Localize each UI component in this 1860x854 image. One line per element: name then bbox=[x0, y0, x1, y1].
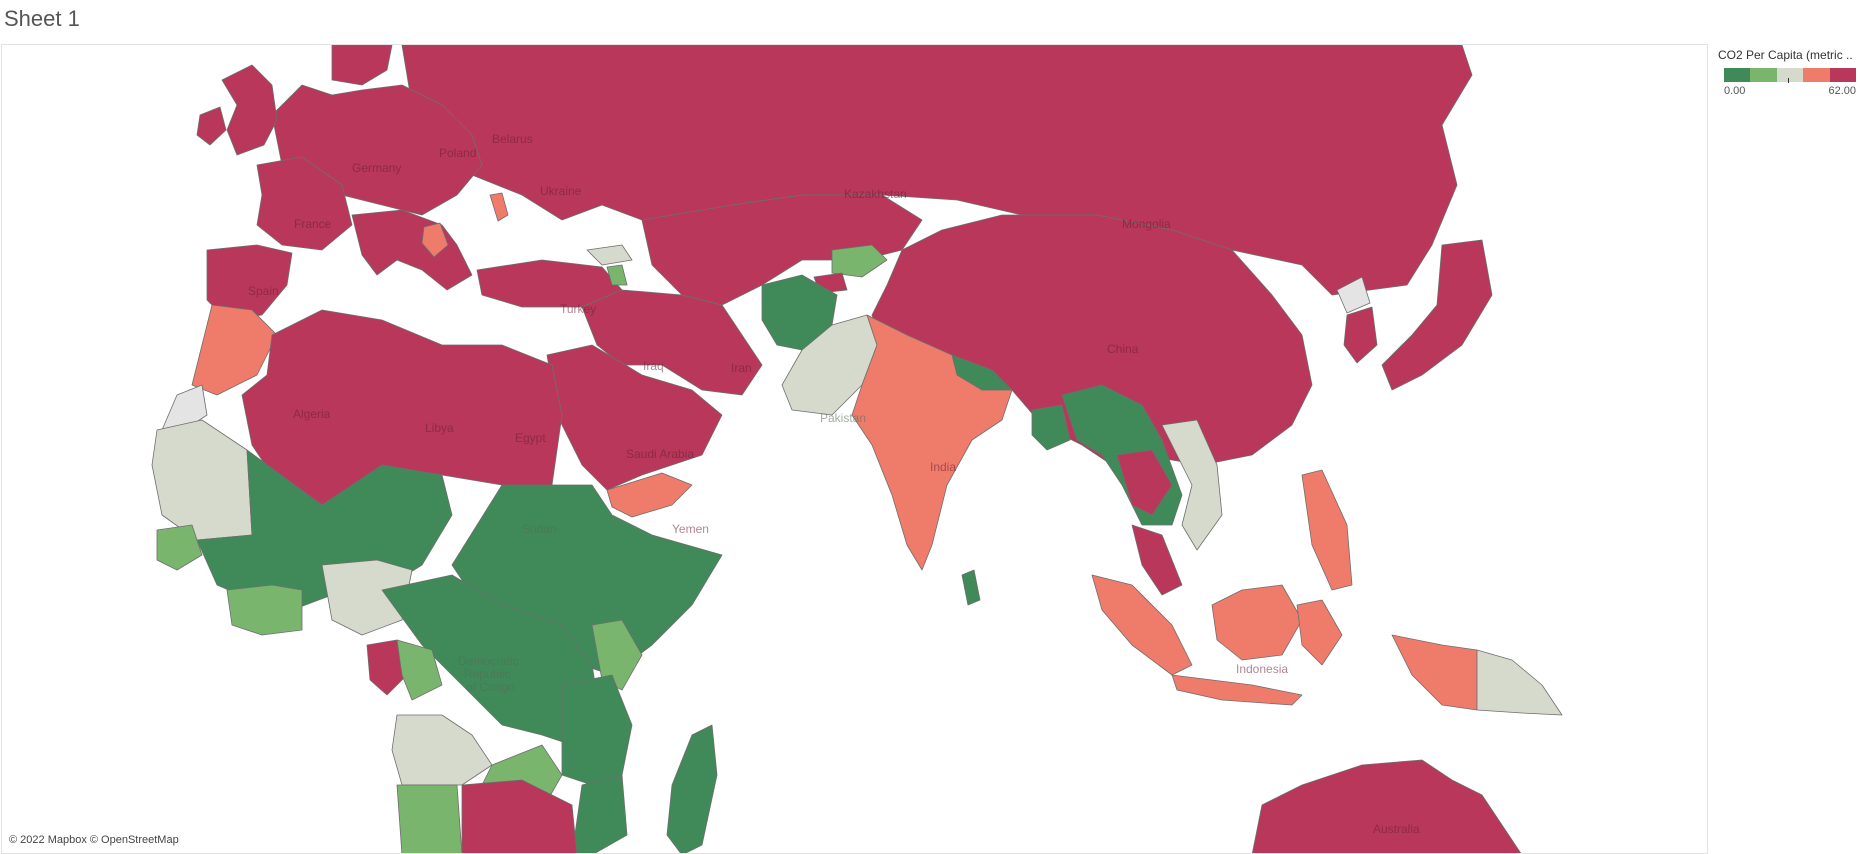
label-indonesia: Indonesia bbox=[1236, 662, 1288, 676]
label-turkey: Turkey bbox=[560, 302, 596, 316]
region-yemen[interactable] bbox=[606, 472, 693, 518]
region-papua[interactable] bbox=[1391, 634, 1478, 711]
label-sudan: Sudan bbox=[522, 522, 557, 536]
region-tanzania[interactable] bbox=[561, 674, 633, 786]
label-france: France bbox=[294, 217, 332, 231]
legend-swatch-1 bbox=[1724, 68, 1751, 82]
legend-swatch-5 bbox=[1829, 68, 1857, 82]
region-gabon[interactable] bbox=[366, 639, 408, 696]
label-germany: Germany bbox=[352, 161, 401, 175]
region-italy-balkans[interactable] bbox=[351, 209, 473, 291]
region-serbia[interactable] bbox=[421, 222, 449, 258]
label-belarus: Belarus bbox=[492, 132, 533, 146]
label-australia: Australia bbox=[1373, 822, 1420, 836]
legend-midpoint-tick bbox=[1788, 78, 1789, 83]
region-angola[interactable] bbox=[391, 714, 493, 786]
label-china: China bbox=[1107, 342, 1139, 356]
label-ukraine: Ukraine bbox=[540, 184, 582, 198]
label-kazakhstan: Kazakhstan bbox=[844, 187, 907, 201]
region-vietnam[interactable] bbox=[1161, 419, 1223, 551]
region-java[interactable] bbox=[1171, 674, 1303, 706]
label-drc-line3: of Congo bbox=[466, 680, 515, 694]
legend-swatch-3 bbox=[1776, 68, 1804, 82]
region-mozambique[interactable] bbox=[571, 774, 628, 854]
region-moldova[interactable] bbox=[489, 192, 509, 222]
region-nepal[interactable] bbox=[951, 354, 1013, 391]
label-iran: Iran bbox=[731, 361, 752, 375]
region-scandinavia[interactable] bbox=[331, 45, 393, 86]
region-korea[interactable] bbox=[1343, 306, 1378, 364]
region-borneo[interactable] bbox=[1211, 584, 1303, 661]
region-georgia[interactable] bbox=[586, 244, 633, 266]
legend-min-label: 0.00 bbox=[1724, 85, 1746, 97]
region-armenia[interactable] bbox=[606, 264, 628, 286]
label-spain: Spain bbox=[248, 284, 279, 298]
label-iraq: Iraq bbox=[643, 359, 664, 373]
sheet-title: Sheet 1 bbox=[4, 6, 80, 31]
region-north-korea[interactable] bbox=[1336, 276, 1371, 314]
region-ireland[interactable] bbox=[196, 106, 227, 146]
label-poland: Poland bbox=[439, 146, 476, 160]
region-png[interactable] bbox=[1476, 649, 1563, 716]
region-mauritania[interactable] bbox=[151, 419, 253, 541]
region-thailand[interactable] bbox=[1116, 449, 1173, 516]
legend-title: CO2 Per Capita (metric .. bbox=[1718, 48, 1853, 62]
region-sulawesi[interactable] bbox=[1296, 599, 1343, 666]
region-congo[interactable] bbox=[396, 639, 443, 701]
region-namibia[interactable] bbox=[396, 784, 463, 854]
region-south-africa-north[interactable] bbox=[461, 779, 578, 854]
region-iberia[interactable] bbox=[206, 244, 293, 321]
region-ghana-ivory[interactable] bbox=[226, 584, 303, 636]
label-pakistan: Pakistan bbox=[820, 411, 866, 425]
map-attribution[interactable]: © 2022 Mapbox © OpenStreetMap bbox=[9, 834, 179, 846]
region-kenya[interactable] bbox=[591, 619, 643, 691]
region-malaysia[interactable] bbox=[1131, 524, 1183, 596]
legend-max-label: 62.00 bbox=[1828, 85, 1856, 97]
color-legend[interactable]: CO2 Per Capita (metric .. 0.00 62.00 bbox=[1718, 48, 1858, 97]
label-egypt: Egypt bbox=[515, 431, 546, 445]
map-canvas[interactable]: Belarus Poland Germany Ukraine France Sp… bbox=[2, 45, 1708, 854]
legend-swatch-2 bbox=[1750, 68, 1777, 82]
legend-swatch-4 bbox=[1803, 68, 1830, 82]
region-australia[interactable] bbox=[1251, 759, 1522, 854]
label-drc-line2: Republic bbox=[464, 667, 511, 681]
region-france[interactable] bbox=[256, 156, 353, 251]
label-mongolia: Mongolia bbox=[1122, 217, 1171, 231]
region-kyrgyzstan[interactable] bbox=[831, 244, 888, 278]
region-uk[interactable] bbox=[221, 64, 278, 156]
region-morocco[interactable] bbox=[191, 304, 278, 396]
region-philippines[interactable] bbox=[1301, 469, 1353, 591]
label-drc-line1: Democratic bbox=[458, 654, 519, 668]
region-bangladesh[interactable] bbox=[1031, 404, 1071, 451]
region-sumatra[interactable] bbox=[1091, 574, 1193, 676]
label-algeria: Algeria bbox=[293, 407, 331, 421]
region-sri-lanka[interactable] bbox=[961, 569, 981, 606]
label-yemen: Yemen bbox=[672, 522, 709, 536]
region-nigeria[interactable] bbox=[321, 559, 413, 636]
region-japan[interactable] bbox=[1381, 239, 1493, 391]
legend-color-ramp bbox=[1724, 68, 1857, 83]
label-libya: Libya bbox=[425, 421, 454, 435]
region-senegal-guinea[interactable] bbox=[156, 524, 203, 571]
region-madagascar[interactable] bbox=[666, 724, 718, 854]
region-arabia[interactable] bbox=[546, 344, 723, 491]
label-india: India bbox=[930, 460, 956, 474]
region-russia[interactable] bbox=[401, 45, 1473, 296]
label-saudi-arabia: Saudi Arabia bbox=[626, 447, 694, 461]
choropleth-map[interactable]: Belarus Poland Germany Ukraine France Sp… bbox=[1, 44, 1708, 854]
